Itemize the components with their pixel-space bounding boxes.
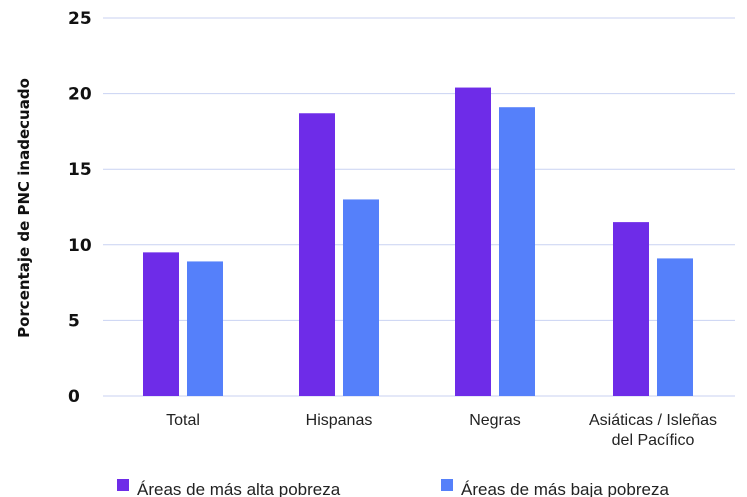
y-tick-label: 10 [68, 236, 92, 256]
x-category-label: Negras [469, 412, 521, 429]
bar [455, 87, 491, 396]
legend-swatch [441, 479, 453, 491]
x-category-label: Hispanas [306, 412, 373, 429]
x-category-label: Total [166, 412, 200, 429]
y-tick-label: 15 [68, 160, 92, 180]
legend: Áreas de más alta pobreza Áreas de más ba… [117, 479, 669, 497]
bar [613, 222, 649, 396]
bar [499, 107, 535, 396]
bar [143, 252, 179, 396]
bar [187, 261, 223, 396]
legend-label: Áreas de más alta pobreza [137, 480, 341, 497]
y-axis-label: Porcentaje de PNC inadecuado [15, 78, 33, 338]
bar [343, 199, 379, 396]
legend-swatch [117, 479, 129, 491]
y-tick-label: 5 [68, 311, 80, 331]
x-axis-categories: Total Hispanas Negras Asiáticas / Isleñas de… [166, 412, 717, 449]
y-tick-label: 20 [68, 85, 92, 105]
y-tick-label: 25 [68, 9, 92, 29]
bar [299, 113, 335, 397]
bars [143, 87, 693, 397]
bar [657, 258, 693, 396]
y-tick-label: 0 [68, 387, 80, 407]
x-category-label: Asiáticas / Isleñas del Pacífico [589, 412, 717, 449]
legend-label: Áreas de más baja pobreza [461, 480, 669, 497]
y-axis-ticks: 0 5 10 15 20 25 [68, 9, 92, 407]
